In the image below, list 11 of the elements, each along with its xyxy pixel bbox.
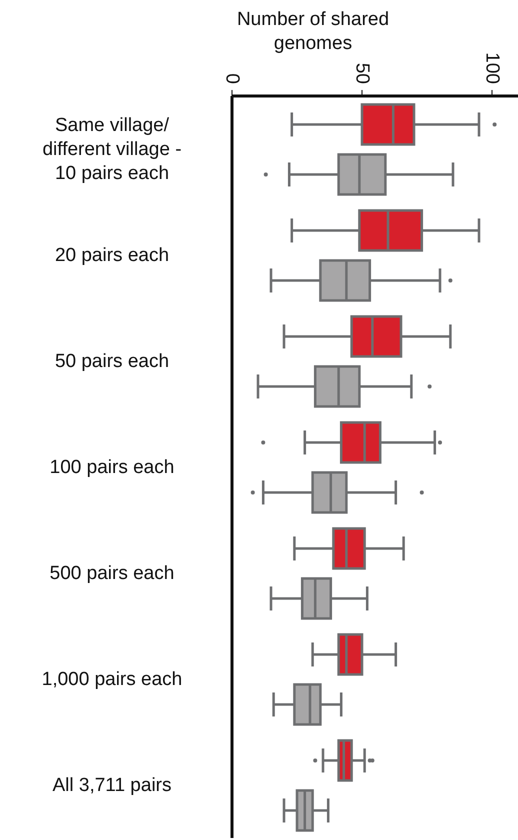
y-tick-label: 1,000 pairs each xyxy=(42,668,182,690)
x-axis-title: Number of shared genomes xyxy=(236,8,390,56)
x-tick-label: 0 xyxy=(222,73,242,84)
y-tick-label: 100 pairs each xyxy=(50,456,174,478)
y-tick-label: 50 pairs each xyxy=(54,350,170,372)
y-tick-label: All 3,711 pairs xyxy=(52,774,172,796)
x-tick-label: 100 xyxy=(482,52,502,84)
y-tick-label: 20 pairs each xyxy=(54,244,170,266)
x-tick-label: 50 xyxy=(352,62,372,84)
y-tick-label: 500 pairs each xyxy=(50,562,174,584)
y-tick-label: Same village/different village - 10 pairs each xyxy=(42,114,182,184)
